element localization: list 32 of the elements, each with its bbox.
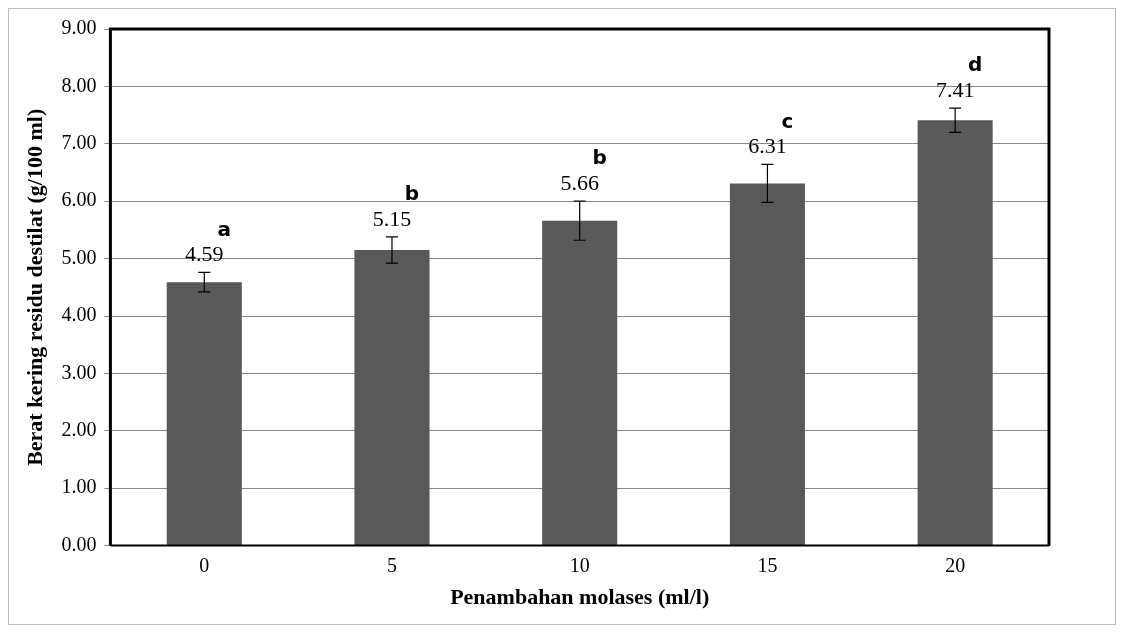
x-tick-label: 10 [569, 553, 590, 576]
data-label: 5.66 [560, 169, 599, 195]
y-tick-label: 9.00 [61, 16, 97, 39]
x-tick-label: 0 [199, 553, 210, 576]
y-tick-label: 7.00 [61, 131, 97, 154]
data-label: 6.31 [748, 133, 787, 159]
y-tick-label: 5.00 [61, 245, 97, 268]
annotation: b [404, 180, 420, 205]
y-tick-label: 3.00 [61, 360, 97, 383]
y-tick-label: 6.00 [61, 188, 97, 211]
data-label: 4.59 [185, 241, 224, 267]
x-axis-title: Penambahan molases (ml/l) [450, 584, 710, 610]
bar [354, 249, 430, 546]
y-tick-label: 1.00 [61, 475, 97, 498]
y-tick-label: 0.00 [61, 532, 97, 555]
x-tick-label: 15 [757, 553, 778, 576]
bar [729, 183, 805, 546]
data-label: 5.15 [372, 205, 412, 231]
bar [166, 282, 242, 546]
y-tick-label: 8.00 [61, 73, 97, 96]
annotation: b [592, 145, 607, 170]
data-label: 7.41 [935, 76, 975, 102]
annotation: c [781, 108, 794, 133]
bar [542, 220, 618, 546]
annotation: a [217, 216, 232, 241]
x-tick-label: 5 [386, 553, 397, 576]
annotation: d [967, 52, 983, 77]
y-tick-label: 2.00 [61, 418, 97, 441]
y-axis-title: Berat kering residu destilat (g/100 ml) [21, 108, 47, 466]
y-tick-label: 4.00 [61, 303, 97, 326]
x-tick-label: 20 [945, 553, 966, 576]
bar [917, 120, 993, 546]
